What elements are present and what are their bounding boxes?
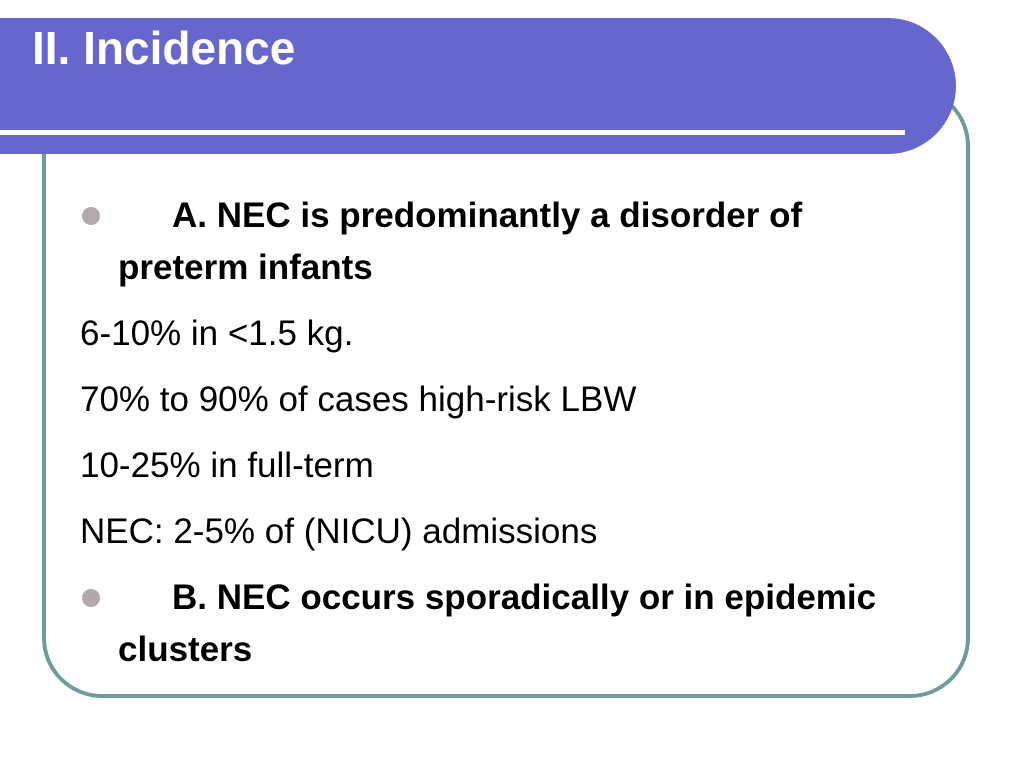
bullet-b: B. NEC occurs sporadically or in epidemi… (80, 572, 940, 676)
bullet-b-text: B. NEC occurs sporadically or in epidemi… (118, 578, 877, 669)
bullet-a: A. NEC is predominantly a disorder of pr… (80, 190, 940, 294)
incidence-line-3: 10-25% in full-term (80, 446, 374, 485)
bullet-dot-icon (82, 207, 100, 225)
incidence-line-4: NEC: 2-5% of (NICU) admissions (80, 512, 598, 551)
bullet-a-text: A. NEC is predominantly a disorder of pr… (118, 196, 803, 287)
title-underline (0, 130, 905, 135)
incidence-line-1: 6-10% in <1.5 kg. (80, 314, 354, 353)
slide-body: A. NEC is predominantly a disorder of pr… (80, 190, 940, 690)
slide-title: II. Incidence (32, 22, 296, 74)
incidence-line-2: 70% to 90% of cases high-risk LBW (80, 380, 637, 419)
content-frame (42, 86, 970, 698)
bullet-dot-icon (82, 589, 100, 607)
